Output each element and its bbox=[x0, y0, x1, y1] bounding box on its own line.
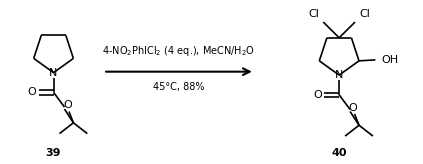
Text: Cl: Cl bbox=[308, 9, 319, 19]
Text: 45°C, 88%: 45°C, 88% bbox=[153, 82, 205, 92]
Text: O: O bbox=[28, 87, 36, 97]
Text: N: N bbox=[335, 70, 343, 80]
Text: 39: 39 bbox=[46, 148, 61, 158]
Text: O: O bbox=[349, 102, 357, 113]
Text: O: O bbox=[313, 90, 322, 100]
Text: OH: OH bbox=[382, 55, 399, 65]
Text: Cl: Cl bbox=[359, 9, 370, 19]
Text: 40: 40 bbox=[331, 148, 347, 158]
Text: N: N bbox=[49, 68, 58, 78]
Text: 4-NO$_2$PhICl$_2$ (4 eq.), MeCN/H$_2$O: 4-NO$_2$PhICl$_2$ (4 eq.), MeCN/H$_2$O bbox=[102, 44, 255, 58]
Text: O: O bbox=[63, 100, 72, 110]
